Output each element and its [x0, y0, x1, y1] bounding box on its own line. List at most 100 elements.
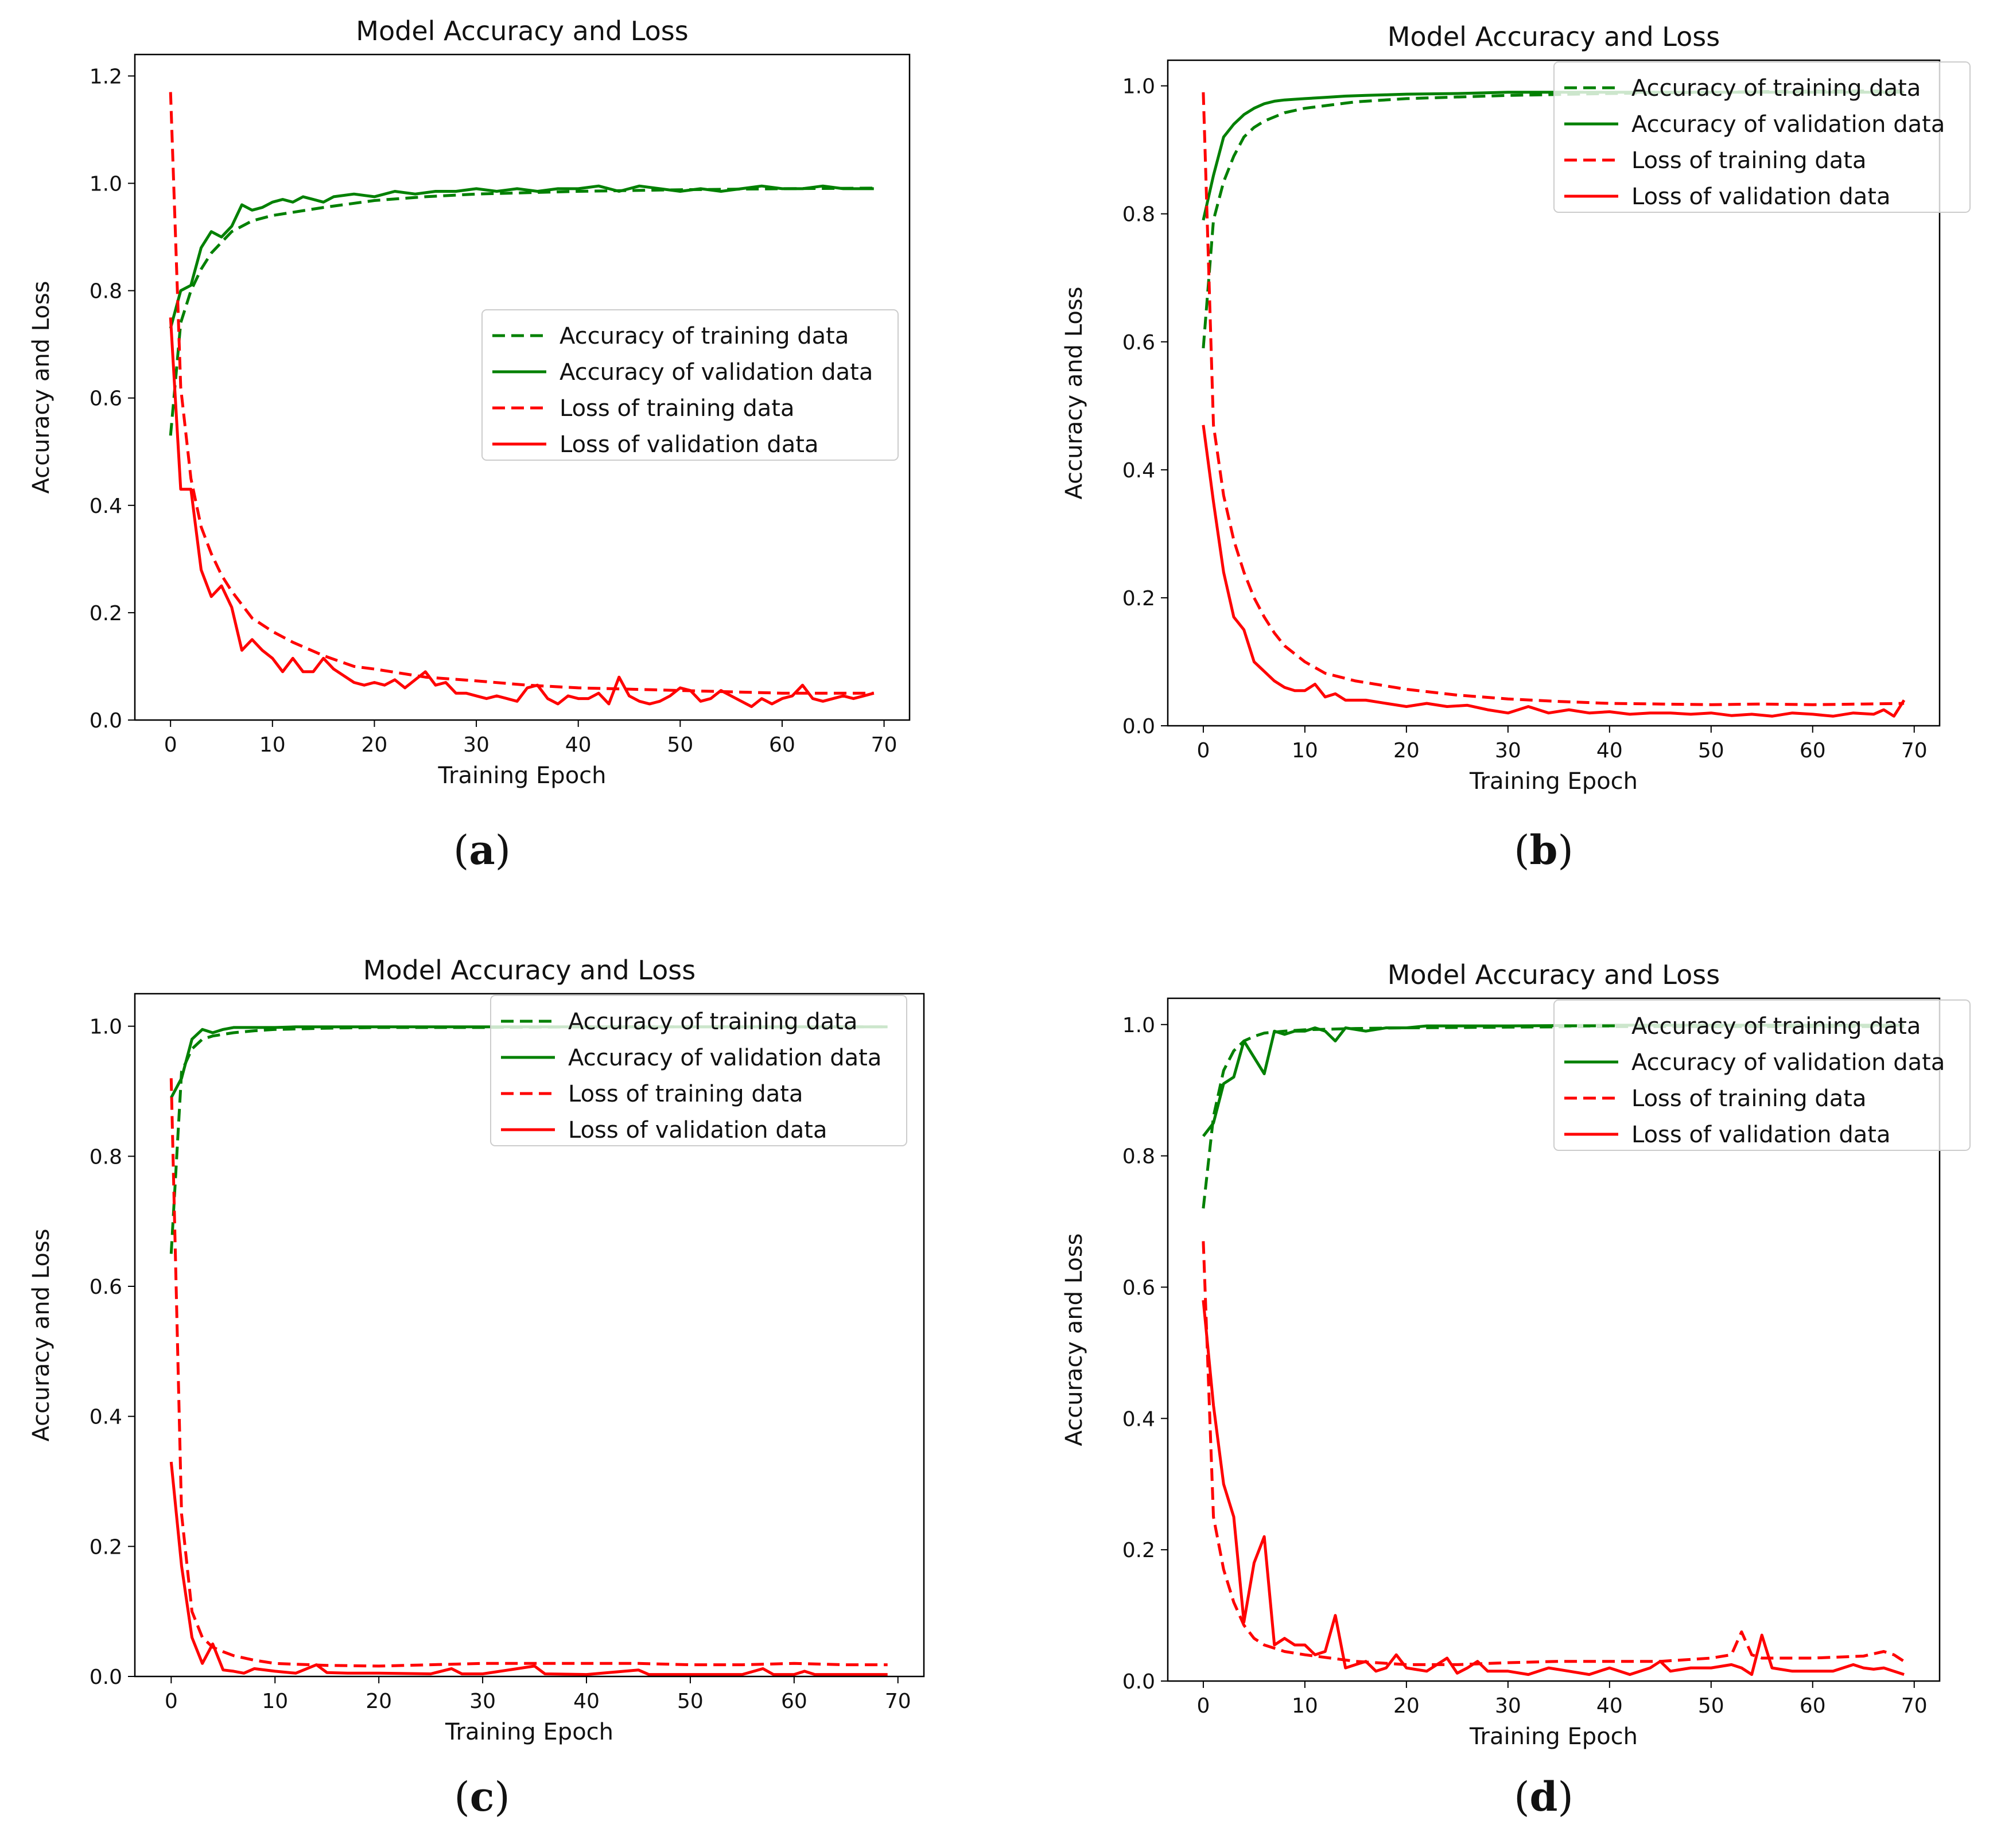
- panel-d-xtick-label: 10: [1292, 1694, 1318, 1718]
- panel-d-title: Model Accuracy and Loss: [1388, 959, 1720, 990]
- panel-d-xtick-label: 60: [1800, 1694, 1826, 1718]
- panel-b-ytick-label: 0.0: [1122, 715, 1155, 738]
- panel-b-xtick-label: 60: [1800, 739, 1826, 762]
- panel-c-ytick-label: 0.4: [90, 1406, 122, 1429]
- panel-d-x-axis-label: Training Epoch: [1469, 1723, 1638, 1750]
- panel-b-title: Model Accuracy and Loss: [1388, 21, 1720, 52]
- panel-a-xtick-label: 60: [769, 733, 795, 757]
- panel-d-series-line-2: [1202, 1024, 1905, 1137]
- panel-b-ytick-label: 0.6: [1122, 331, 1155, 355]
- panel-a-series-line-1: [169, 186, 874, 436]
- panel-a-legend-label: Loss of training data: [559, 395, 795, 422]
- panel-d-legend-label: Accuracy of training data: [1631, 1013, 1921, 1040]
- panel-a-series-line-2: [169, 184, 874, 329]
- panel-c-chart: Model Accuracy and Loss 0 10 20 30 40 50 60 70 0.…: [28, 955, 925, 1745]
- panel-c-y-axis-label: Accuracy and Loss: [28, 1228, 55, 1441]
- panel-d-chart: Model Accuracy and Loss 0 10 20 30 40 50 60 70 0.…: [1061, 959, 1971, 1750]
- panel-c-xtick-label: 10: [262, 1690, 288, 1713]
- panel-c-plot-frame: [134, 993, 925, 1678]
- panel-b-ytick-label: 0.8: [1122, 203, 1155, 227]
- panel-b-xtick-label: 30: [1495, 739, 1521, 762]
- panel-a-xtick-label: 30: [463, 733, 489, 757]
- panel-a-xtick-label: 40: [565, 733, 592, 757]
- panel-c-ytick-label: 0.8: [90, 1145, 122, 1169]
- panel-d-ytick-label: 0.4: [1122, 1407, 1155, 1431]
- panel-b-ytick-label: 0.4: [1122, 459, 1155, 483]
- panel-a-xtick-label: 20: [362, 733, 388, 757]
- panel-a-title: Model Accuracy and Loss: [356, 15, 688, 46]
- panel-c-xtick-label: 20: [366, 1690, 392, 1713]
- panel-b-chart: Model Accuracy and Loss 0 10 20 30 40 50 60 70 0.…: [1061, 21, 1971, 795]
- panel-b-series-line-4: [1202, 425, 1906, 718]
- panel-d-ytick-label: 1.0: [1122, 1014, 1155, 1037]
- panel-d-ytick-label: 0.2: [1122, 1539, 1155, 1562]
- panel-a-y-axis-label: Accuracy and Loss: [28, 281, 55, 493]
- panel-a-legend-label: Loss of validation data: [559, 431, 818, 458]
- panel-b-legend-label: Accuracy of validation data: [1631, 111, 1945, 138]
- panel-b-series-line-1: [1202, 90, 1905, 349]
- panel-c-legend-label: Loss of validation data: [568, 1117, 827, 1143]
- panel-c-xtick-label: 60: [781, 1690, 807, 1713]
- panel-b-ytick-label: 1.0: [1122, 75, 1155, 99]
- panel-d-legend-box: [1553, 999, 1971, 1151]
- panel-a-ytick-label: 0.4: [90, 495, 122, 518]
- panel-c-series-line-4: [169, 1461, 888, 1676]
- panel-d-ytick-label: 0.8: [1122, 1145, 1155, 1169]
- panel-b-ytick-label: 0.2: [1122, 587, 1155, 610]
- panel-c-xtick-label: 30: [469, 1690, 496, 1713]
- panel-c-title: Model Accuracy and Loss: [363, 955, 696, 986]
- panel-b-x-axis-label: Training Epoch: [1469, 768, 1638, 795]
- panel-d-xtick-label: 40: [1596, 1694, 1623, 1718]
- panel-a-series-line-3: [169, 92, 874, 695]
- panel-d-ytick-label: 0.6: [1122, 1276, 1155, 1300]
- panel-d-xtick-label: 0: [1196, 1694, 1210, 1718]
- panel-a-series-line-4: [169, 317, 875, 709]
- panel-b-y-axis-label: Accuracy and Loss: [1061, 286, 1087, 499]
- panel-c-legend-label: Accuracy of training data: [568, 1009, 857, 1035]
- panel-b-legend-label: Accuracy of training data: [1631, 75, 1921, 102]
- panel-b-caption: (b): [1514, 826, 1573, 874]
- panel-a-chart: Model Accuracy and Loss 0 10 20 30 40 50 60 70 0.…: [28, 15, 911, 789]
- panel-a-ytick-label: 0.6: [90, 387, 122, 411]
- panel-d-xtick-label: 30: [1495, 1694, 1521, 1718]
- panel-a-ytick-label: 0.0: [90, 709, 122, 733]
- panel-c-series-group: [169, 1025, 888, 1676]
- panel-d-ytick-label: 0.0: [1122, 1670, 1155, 1694]
- panel-a-xtick-label: 50: [667, 733, 693, 757]
- panel-b-plot-frame: [1167, 59, 1941, 727]
- panel-a-caption: (a): [453, 826, 511, 874]
- panel-a-xtick-label: 70: [871, 733, 897, 757]
- panel-d-xtick-label: 70: [1901, 1694, 1928, 1718]
- panel-a-ytick-label: 1.0: [90, 173, 122, 196]
- panel-a-ytick-label: 1.2: [90, 65, 122, 88]
- panel-a-ytick-label: 0.8: [90, 280, 122, 304]
- panel-d-plot-frame: [1167, 997, 1941, 1682]
- panel-b-legend-box: [1553, 61, 1971, 213]
- panel-b-xtick-label: 20: [1393, 739, 1420, 762]
- panel-a-series-group: [169, 92, 875, 709]
- panel-c-series-line-3: [169, 1078, 888, 1668]
- panel-d-caption: (d): [1514, 1773, 1573, 1820]
- panel-b-xtick-label: 70: [1901, 739, 1928, 762]
- panel-c-legend-label: Loss of training data: [568, 1081, 803, 1107]
- panel-a-xtick-label: 10: [259, 733, 286, 757]
- panel-a-xtick-label: 0: [164, 733, 177, 757]
- panel-c-ytick-label: 0.2: [90, 1535, 122, 1559]
- panel-b-xtick-label: 10: [1292, 739, 1318, 762]
- panel-c-x-axis-label: Training Epoch: [445, 1719, 613, 1745]
- panel-b-legend-label: Loss of validation data: [1631, 184, 1890, 210]
- panel-d-series-line-4: [1202, 1300, 1905, 1676]
- panel-b-series-line-3: [1202, 92, 1905, 706]
- panel-d-y-axis-label: Accuracy and Loss: [1061, 1233, 1087, 1446]
- panel-d-legend-label: Loss of training data: [1631, 1086, 1867, 1112]
- panel-d-xtick-label: 50: [1698, 1694, 1724, 1718]
- panel-c-xtick-label: 50: [677, 1690, 704, 1713]
- panel-c-ytick-label: 1.0: [90, 1016, 122, 1039]
- panel-b-xtick-label: 50: [1698, 739, 1724, 762]
- panel-c-caption: (c): [454, 1773, 510, 1820]
- panel-b-xtick-label: 40: [1596, 739, 1623, 762]
- panel-c-legend-box: [490, 995, 907, 1146]
- panel-a-ytick-label: 0.2: [90, 602, 122, 625]
- panel-d-legend-label: Loss of validation data: [1631, 1122, 1890, 1148]
